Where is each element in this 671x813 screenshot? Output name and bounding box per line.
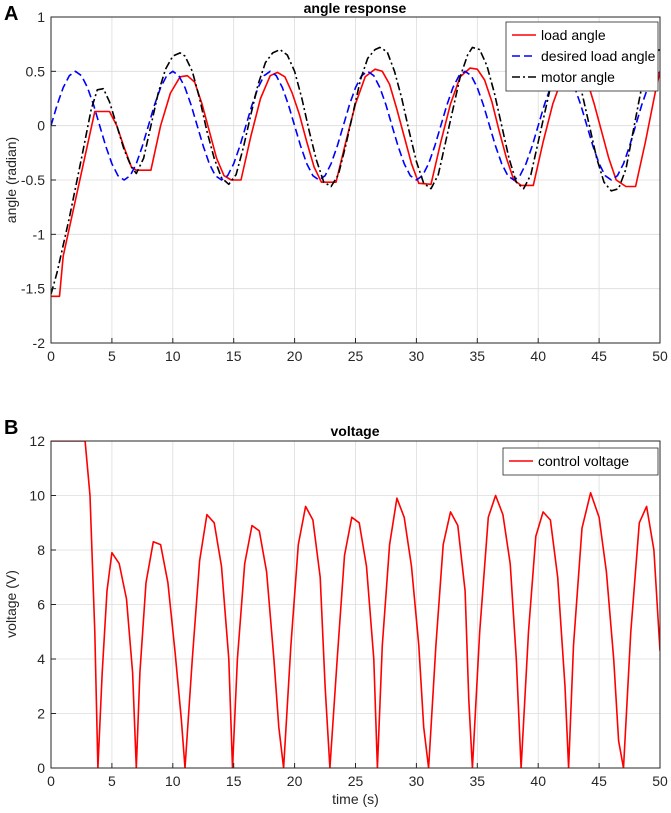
panel-a-title: angle response: [304, 0, 407, 16]
panel-b-xtick-label-0: 0: [47, 773, 55, 789]
panel-a-legend-label-1: desired load angle: [541, 48, 656, 64]
panel-b-ytick-label-4: 8: [37, 542, 45, 558]
panel-b-ytick-label-6: 12: [29, 433, 45, 449]
panel-b-ytick-label-0: 0: [37, 760, 45, 776]
panel-a-xtick-label-4: 20: [287, 348, 303, 364]
panel-a-ytick-label-5: 0.5: [26, 63, 46, 79]
panel-b-ytick-label-5: 10: [29, 488, 45, 504]
panel-a-legend-label-2: motor angle: [541, 69, 615, 85]
panel-a-ytick-label-4: 0: [37, 118, 45, 134]
panel-b-legend-label-0: control voltage: [538, 453, 629, 469]
panel-a-letter: A: [4, 3, 18, 25]
panel-a-ytick-label-1: -1.5: [21, 281, 45, 297]
panel-a-xtick-label-6: 30: [409, 348, 425, 364]
panel-b-xtick-label-3: 15: [226, 773, 242, 789]
panel-b-xtick-label-7: 35: [470, 773, 486, 789]
panel-b-xtick-label-10: 50: [652, 773, 668, 789]
panel-b-letter: B: [4, 417, 18, 439]
panel-b-ylabel: voltage (V): [3, 570, 19, 638]
panel-a-xtick-label-3: 15: [226, 348, 242, 364]
panel-a-ytick-label-2: -1: [33, 226, 46, 242]
panel-b-ticks: 0 5 10 15 20 25 30 35 40 45 50 0 2 4 6 8 10 12: [29, 433, 668, 789]
panel-b-xtick-label-9: 45: [591, 773, 607, 789]
panel-b-title: voltage: [330, 423, 379, 439]
panel-b: B voltage 0 5 10 15 20 25 30 35 40 45 50024681012 …: [3, 417, 668, 807]
panel-b-series-group: [51, 441, 660, 768]
panel-b-xtick-label-6: 30: [409, 773, 425, 789]
panel-b-ytick-label-3: 6: [37, 597, 45, 613]
panel-b-xlabel: time (s): [332, 791, 379, 807]
panel-a-xtick-label-9: 45: [591, 348, 607, 364]
panel-a-legend-label-0: load angle: [541, 27, 606, 43]
panel-a-series-motor-angle: [51, 46, 660, 295]
panel-a-ytick-label-3: -0.5: [21, 172, 45, 188]
panel-a-ytick-label-0: -2: [33, 335, 46, 351]
panel-a-xtick-label-7: 35: [470, 348, 486, 364]
panel-a-legend: load angle desired load angle motor angle: [505, 21, 659, 92]
panel-a-xtick-label-1: 5: [108, 348, 116, 364]
panel-a-xtick-label-10: 50: [652, 348, 668, 364]
panel-b-series-control-voltage: [51, 441, 660, 768]
panel-a-xtick-label-0: 0: [47, 348, 55, 364]
panel-b-ytick-label-1: 2: [37, 706, 45, 722]
panel-a-ticks: 0 5 10 15 20 25 30 35 40 45 50 -2 -1.5 -1 -0.5 0 0.5 1: [21, 9, 668, 364]
panel-b-xtick-label-8: 40: [530, 773, 546, 789]
panel-b-legend: control voltage: [502, 447, 659, 476]
panel-a-xtick-label-5: 25: [348, 348, 364, 364]
panel-b-ytick-label-2: 4: [37, 651, 45, 667]
panel-a-xtick-label-8: 40: [530, 348, 546, 364]
panel-a: A angle response 0 5 10 15 20 25 30 35 40 45 50-2-…: [3, 0, 668, 364]
panel-b-xtick-label-5: 25: [348, 773, 364, 789]
panel-a-xtick-label-2: 10: [165, 348, 181, 364]
panel-a-ylabel: angle (radian): [3, 137, 19, 223]
panel-a-ytick-label-6: 1: [37, 9, 45, 25]
panel-b-xtick-label-1: 5: [108, 773, 116, 789]
panel-b-xtick-label-4: 20: [287, 773, 303, 789]
panel-b-xtick-label-2: 10: [165, 773, 181, 789]
